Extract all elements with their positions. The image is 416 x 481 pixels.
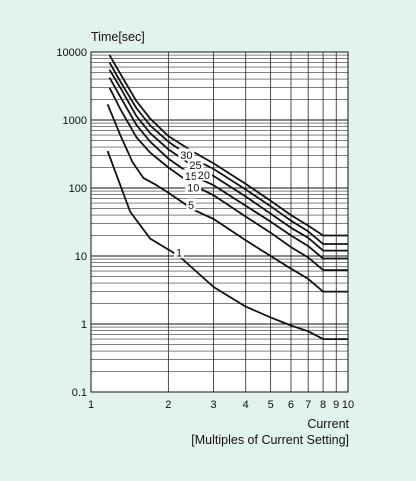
- series-label-bg: [195, 168, 212, 181]
- series-line-15: [108, 77, 348, 260]
- x-tick-label: 10: [342, 399, 354, 411]
- series-line-20: [108, 69, 348, 252]
- y-tick-label: 10000: [56, 47, 87, 59]
- series-line-1: [106, 150, 348, 340]
- y-axis-label: Time[sec]: [91, 30, 145, 44]
- series-label-25: 25: [189, 160, 201, 172]
- series-label-bg: [187, 158, 204, 171]
- y-tick-label: 1000: [63, 115, 87, 127]
- series-label-20: 20: [198, 170, 210, 182]
- plot-frame: [90, 51, 349, 393]
- series-line-30: [108, 54, 348, 237]
- x-tick-label: 1: [88, 399, 94, 411]
- series-label-10: 10: [187, 183, 199, 195]
- x-axis-sublabel: [Multiples of Current Setting]: [191, 433, 349, 447]
- series-line-10: [108, 87, 348, 271]
- x-tick-label: 8: [320, 399, 326, 411]
- y-tick-label: 1: [81, 319, 87, 331]
- series-line-25: [108, 62, 348, 245]
- x-tick-label: 7: [305, 399, 311, 411]
- x-tick-label: 2: [165, 399, 171, 411]
- series-label-bg: [185, 181, 202, 193]
- series-label-30: 30: [180, 150, 192, 162]
- x-tick-label: 5: [268, 399, 274, 411]
- x-axis-label: Current: [307, 417, 349, 431]
- y-tick-label: 10: [75, 251, 87, 263]
- y-tick-label: 0.1: [72, 387, 87, 399]
- x-tick-label: 4: [243, 399, 249, 411]
- series-label-bg: [178, 148, 195, 161]
- series-label-15: 15: [185, 171, 197, 183]
- x-tick-label: 3: [211, 399, 217, 411]
- series-line-5: [106, 103, 348, 293]
- x-tick-label: 9: [333, 399, 339, 411]
- series-label-bg: [186, 198, 196, 211]
- y-tick-label: 100: [69, 183, 87, 195]
- series-label-bg: [174, 246, 184, 259]
- series-label-5: 5: [188, 200, 194, 212]
- x-tick-label: 6: [288, 399, 294, 411]
- series-label-1: 1: [176, 248, 182, 260]
- series-label-bg: [183, 169, 200, 182]
